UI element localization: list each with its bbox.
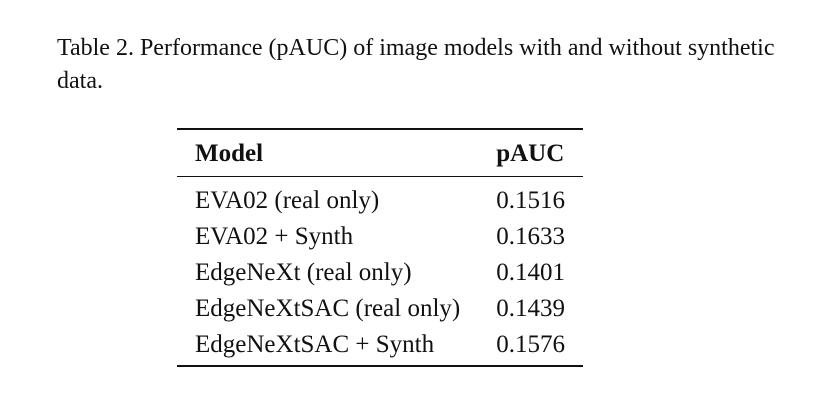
table-cell: 0.1633 xyxy=(496,223,565,250)
table-cell: EdgeNeXt (real only) xyxy=(195,259,412,286)
header-cell: Model xyxy=(177,128,479,177)
table-cell: EdgeNeXtSAC + Synth xyxy=(177,327,479,367)
header-cell: pAUC xyxy=(478,128,583,177)
table-cell: EdgeNeXtSAC (real only) xyxy=(195,295,461,322)
table-body: EVA02 (real only) 0.1516 EVA02 + Synth 0.16… xyxy=(177,177,583,367)
table-row: EdgeNeXt (real only) 0.1401 xyxy=(177,255,583,291)
table-row: EdgeNeXtSAC (real only) 0.1439 xyxy=(177,291,583,327)
table-cell: EVA02 (real only) xyxy=(195,187,380,214)
caption: Table 2. Performance (pAUC) of image mod… xyxy=(57,35,775,94)
table-cell: 0.1516 xyxy=(496,187,565,214)
table-cell: 0.1401 xyxy=(496,259,565,286)
table-cell: 0.1576 xyxy=(478,327,583,367)
table: Model pAUC EVA02 (real only) 0.1516 EVA02 … xyxy=(177,128,583,367)
table-row: EVA02 (real only) 0.1516 xyxy=(177,177,583,220)
table-cell: 0.1439 xyxy=(496,295,565,322)
table-cell: EVA02 + Synth xyxy=(195,223,354,250)
table-row: EdgeNeXtSAC + Synth 0.1576 xyxy=(177,327,583,367)
header-row: Model pAUC xyxy=(177,128,583,177)
table-row: EVA02 + Synth 0.1633 xyxy=(177,219,583,255)
